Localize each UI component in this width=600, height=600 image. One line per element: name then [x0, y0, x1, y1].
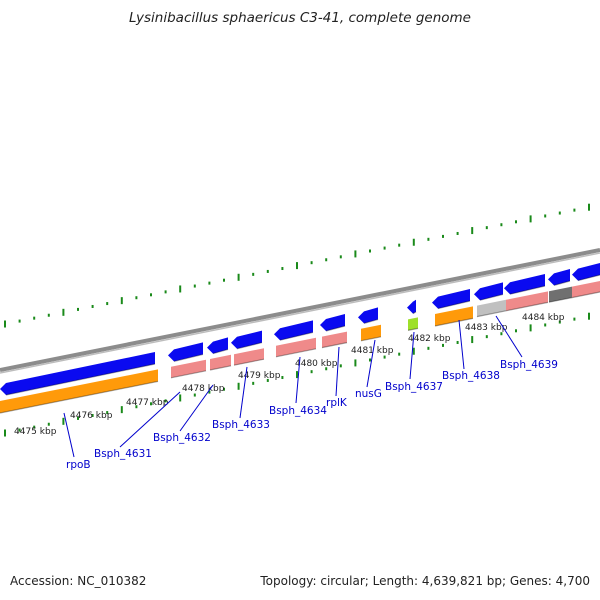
kbp-label: 4475 kbp: [14, 427, 57, 437]
gene-label-Bsph_4637: Bsph_4637: [385, 381, 443, 393]
label-leader-line: [409, 331, 415, 380]
backbone-line: [0, 248, 600, 372]
gene-rpoB-forward: [0, 352, 155, 395]
gene-grey-segment: [477, 299, 506, 317]
gene-4639-forward: [474, 282, 503, 301]
accession-text: Accession: NC_010382: [10, 574, 147, 588]
gene-label-rpoB: rpoB: [66, 459, 91, 471]
rna-4632-edge: [209, 365, 232, 371]
label-leader-line: [295, 356, 301, 404]
gene-label-Bsph_4634: Bsph_4634: [269, 405, 327, 417]
rna-4631-edge: [170, 370, 207, 379]
topology-text: Topology: circular; Length: 4,639,821 bp…: [260, 574, 590, 588]
kbp-label: 4482 kbp: [408, 334, 451, 344]
kbp-label: 4478 kbp: [182, 384, 225, 394]
gene-rplK-forward: [320, 314, 345, 331]
label-leader-line: [239, 366, 248, 419]
gene-4632-forward: [207, 337, 228, 354]
gene-grey-segment-edge: [476, 310, 507, 318]
gene-4642-forward: [572, 263, 600, 281]
gene-label-Bsph_4631: Bsph_4631: [94, 448, 152, 460]
gene-4638-forward: [432, 289, 470, 309]
gene-4638-forward-edge: [437, 300, 471, 310]
rna-4632: [210, 354, 231, 370]
rna-rplK: [322, 331, 347, 348]
rna-4633-edge: [233, 358, 265, 366]
rna-4634-edge: [275, 348, 317, 358]
gene-label-rplK: rplK: [326, 397, 348, 409]
gene-nusG-forward-edge: [363, 318, 379, 324]
cds-rpoB-edge: [0, 380, 159, 414]
gene-4640-forward: [504, 274, 545, 295]
gene-4634-forward: [274, 320, 313, 341]
gene-4642-forward-edge: [577, 274, 600, 282]
gene-rpoB-forward-edge: [5, 363, 156, 396]
gene-4633-forward-edge: [236, 342, 263, 350]
label-leader-line: [335, 346, 340, 397]
gene-label-Bsph_4639: Bsph_4639: [500, 359, 558, 371]
gene-4637-forward-edge: [412, 311, 417, 315]
gene-label-Bsph_4638: Bsph_4638: [442, 370, 500, 382]
rna-4640-edge: [505, 301, 549, 312]
gene-4631-forward-edge: [173, 353, 204, 362]
kbp-label: 4480 kbp: [295, 359, 338, 369]
map-title: Lysinibacillus sphaericus C3-41, complet…: [128, 10, 471, 26]
rna-4642-edge: [571, 291, 600, 299]
rna-4642: [572, 281, 600, 298]
label-leader-line: [63, 412, 75, 458]
gene-label-Bsph_4632: Bsph_4632: [153, 432, 211, 444]
trna-4637: [408, 317, 418, 331]
rna-4634: [276, 337, 316, 357]
kbp-label: 4484 kbp: [522, 313, 565, 323]
kbp-label: 4483 kbp: [465, 323, 508, 333]
label-leader-line: [179, 384, 214, 432]
rna-rplK-edge: [321, 342, 348, 349]
trna-4637-edge: [407, 327, 419, 331]
cds-nusG: [361, 324, 381, 341]
gene-4637-forward: [407, 299, 416, 314]
gene-4632-forward-edge: [212, 348, 229, 355]
cds-4638-edge: [434, 317, 474, 327]
gene-4634-forward-edge: [279, 331, 314, 341]
rna-4631: [171, 359, 206, 378]
cds-nusG-edge: [360, 336, 382, 342]
kbp-label: 4477 kbp: [126, 398, 169, 408]
cds-rpoB: [0, 369, 158, 413]
cds-4638: [435, 306, 473, 326]
label-leader-line: [495, 315, 523, 358]
gene-dark-segment: [549, 286, 572, 303]
kbp-label: 4481 kbp: [351, 346, 394, 356]
kbp-label: 4476 kbp: [70, 411, 113, 421]
gene-label-nusG: nusG: [355, 388, 382, 400]
kbp-label: 4479 kbp: [238, 371, 281, 381]
label-leader-line: [458, 319, 465, 370]
gene-4639-forward-edge: [479, 293, 504, 301]
backbone-shadow-line: [0, 252, 600, 374]
gene-4640-forward-edge: [509, 285, 546, 295]
rna-4633: [234, 348, 264, 366]
gene-4633-forward: [231, 330, 262, 349]
rna-4640: [506, 291, 548, 311]
gene-nusG-forward: [358, 307, 378, 324]
gene-4641-forward: [548, 269, 570, 286]
gene-4641-forward-edge: [553, 280, 571, 286]
label-leader-line: [119, 391, 181, 448]
label-leader-line: [366, 339, 376, 388]
gene-label-Bsph_4633: Bsph_4633: [212, 419, 270, 431]
gene-rplK-forward-edge: [325, 325, 346, 332]
gene-4631-forward: [168, 342, 203, 362]
gene-dark-segment-edge: [548, 297, 573, 303]
